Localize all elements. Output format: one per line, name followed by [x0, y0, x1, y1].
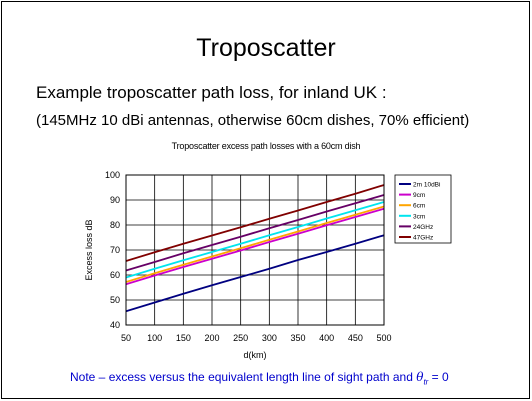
x-tick-label: 50	[121, 333, 131, 343]
x-tick-label: 100	[147, 333, 162, 343]
note-suffix: = 0	[428, 370, 449, 384]
series-line	[125, 234, 385, 313]
series-line	[125, 205, 385, 283]
legend-label: 6cm	[413, 203, 425, 210]
series-line	[125, 194, 385, 272]
x-tick-label: 200	[204, 333, 219, 343]
x-tick-label: 300	[262, 333, 277, 343]
legend-box	[394, 174, 452, 244]
y-tick-label: 100	[105, 170, 120, 180]
slide-subtitle: Example troposcatter path loss, for inla…	[36, 83, 387, 102]
x-tick-label: 500	[376, 333, 391, 343]
x-tick-label: 450	[348, 333, 363, 343]
y-tick-label: 60	[110, 270, 120, 280]
legend-label: 47GHz	[413, 235, 433, 242]
legend-label: 3cm	[413, 213, 425, 220]
x-tick-label: 150	[176, 333, 191, 343]
series-line	[125, 207, 385, 286]
note-text: Note – excess versus the equivalent leng…	[70, 370, 417, 384]
slide-title: Troposcatter	[196, 34, 336, 62]
theta-symbol: θ	[416, 370, 424, 384]
x-tick-label: 350	[290, 333, 305, 343]
x-tick-label: 400	[319, 333, 334, 343]
y-tick-label: 70	[110, 245, 120, 255]
theta-subscript: tr	[423, 377, 429, 387]
legend-label: 9cm	[413, 192, 425, 199]
plot-area	[125, 174, 385, 326]
series-line	[125, 184, 385, 262]
y-axis-label: Excess loss dB	[84, 219, 94, 280]
legend-label: 24GHz	[413, 224, 433, 231]
x-axis-label: d(km)	[244, 350, 267, 360]
series-line	[125, 201, 385, 279]
footnote: Note – excess versus the equivalent leng…	[70, 370, 449, 386]
legend-label: 2m 10dBi	[413, 182, 440, 189]
slide-parameters: (145MHz 10 dBi antennas, otherwise 60cm …	[36, 112, 470, 129]
x-tick-label: 250	[233, 333, 248, 343]
y-tick-label: 40	[110, 320, 120, 330]
y-tick-label: 90	[110, 195, 120, 205]
chart-title: Troposcatter excess path losses with a 6…	[171, 141, 361, 151]
y-tick-label: 50	[110, 295, 120, 305]
y-tick-label: 80	[110, 220, 120, 230]
